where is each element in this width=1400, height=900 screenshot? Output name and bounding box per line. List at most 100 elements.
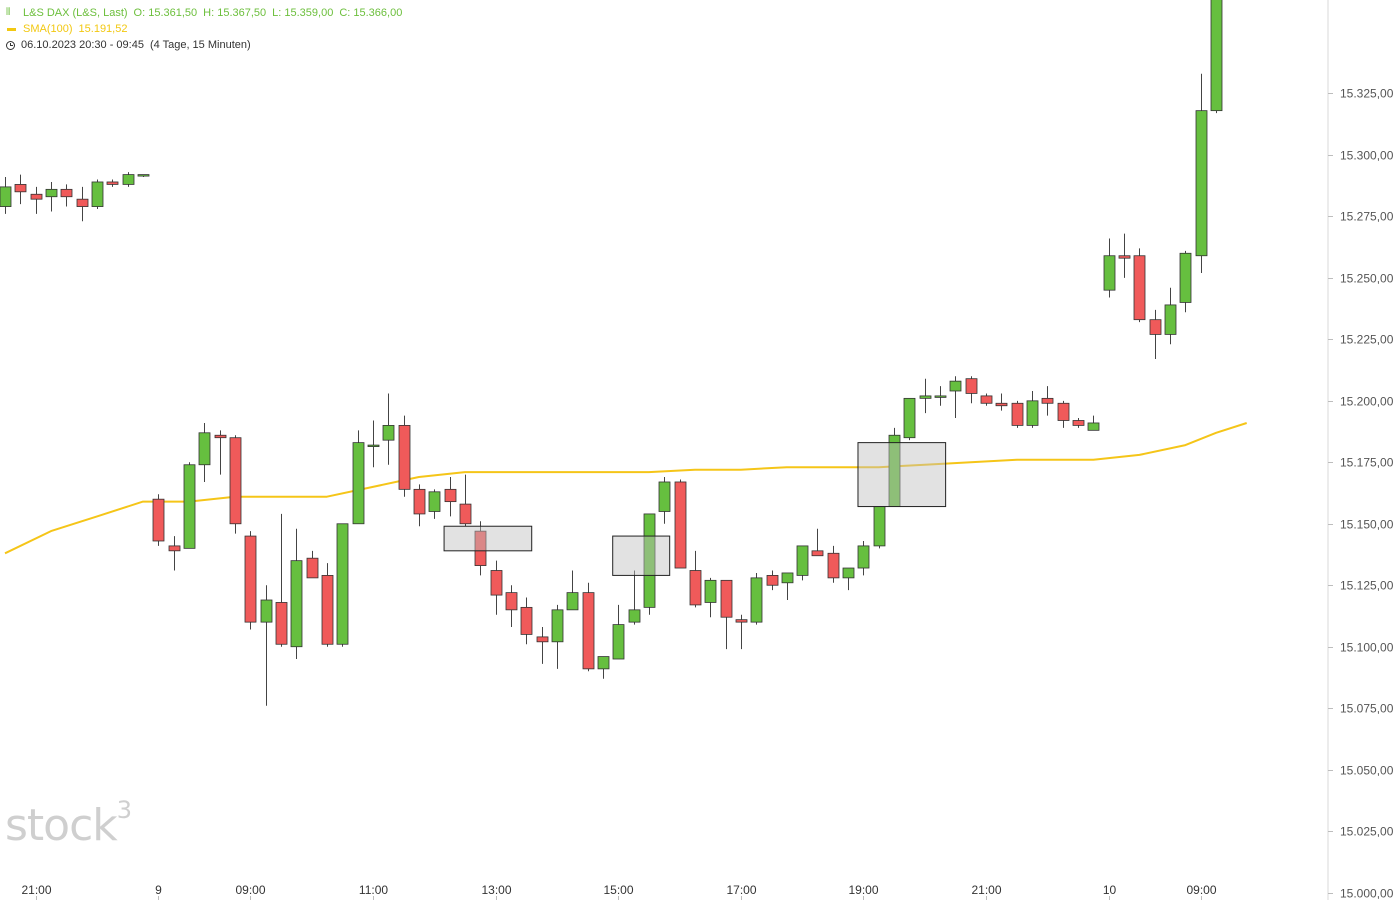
candle[interactable] bbox=[30, 186, 43, 214]
candle[interactable] bbox=[1133, 248, 1146, 323]
candle[interactable] bbox=[903, 397, 916, 441]
candle[interactable] bbox=[980, 393, 993, 406]
candle[interactable] bbox=[1210, 0, 1223, 114]
candle[interactable] bbox=[704, 577, 717, 618]
candle[interactable] bbox=[382, 393, 395, 465]
candle[interactable] bbox=[137, 174, 150, 178]
candle[interactable] bbox=[413, 484, 426, 527]
x-tick-label: 09:00 bbox=[1186, 883, 1216, 897]
candle[interactable] bbox=[367, 420, 380, 468]
candle-body-up bbox=[566, 592, 579, 611]
candle[interactable] bbox=[949, 376, 962, 419]
candle[interactable] bbox=[551, 604, 564, 669]
sma-legend-row[interactable]: SMA(100) 15.191,52 bbox=[6, 21, 402, 37]
candle[interactable] bbox=[1195, 73, 1208, 273]
candle[interactable] bbox=[91, 179, 104, 210]
y-tick-label: 15.300,00 bbox=[1340, 149, 1394, 163]
candle[interactable] bbox=[827, 545, 840, 583]
candle[interactable] bbox=[934, 386, 947, 406]
candle[interactable] bbox=[1118, 233, 1131, 278]
y-tick-label: 15.075,00 bbox=[1340, 702, 1394, 716]
candle[interactable] bbox=[76, 186, 89, 222]
candle[interactable] bbox=[168, 536, 181, 571]
candle[interactable] bbox=[582, 582, 595, 672]
candle[interactable] bbox=[597, 656, 610, 679]
candle[interactable] bbox=[628, 570, 641, 625]
candle[interactable] bbox=[1149, 309, 1162, 360]
candle[interactable] bbox=[720, 579, 733, 650]
candle[interactable] bbox=[566, 570, 579, 611]
x-axis[interactable]: 21:00 9 09:00 11:00 13:00 15:00 17:00 19:00 21:0… bbox=[21, 883, 1217, 900]
candle[interactable] bbox=[536, 627, 549, 664]
candle[interactable] bbox=[183, 462, 196, 549]
candle[interactable] bbox=[1057, 400, 1070, 428]
candle[interactable] bbox=[857, 540, 870, 576]
candle-body-up bbox=[612, 624, 625, 660]
candle[interactable] bbox=[398, 415, 411, 497]
candle[interactable] bbox=[796, 545, 809, 581]
candle[interactable] bbox=[45, 181, 58, 212]
candle[interactable] bbox=[474, 521, 487, 576]
candle-body-down bbox=[459, 503, 472, 525]
candle[interactable] bbox=[873, 506, 886, 549]
candle[interactable] bbox=[1026, 390, 1039, 428]
candle[interactable] bbox=[643, 513, 656, 615]
candle[interactable] bbox=[1179, 250, 1192, 313]
candle-body-down bbox=[14, 184, 27, 193]
candle[interactable] bbox=[122, 172, 135, 187]
candle[interactable] bbox=[766, 570, 779, 591]
candle[interactable] bbox=[275, 513, 288, 647]
drawing-rectangle[interactable] bbox=[612, 535, 671, 576]
candle[interactable] bbox=[306, 550, 319, 579]
drawing-rectangle[interactable] bbox=[857, 442, 947, 508]
candle[interactable] bbox=[781, 572, 794, 600]
candle[interactable] bbox=[0, 177, 12, 214]
candle[interactable] bbox=[152, 494, 165, 546]
candle[interactable] bbox=[336, 523, 349, 647]
candle[interactable] bbox=[1072, 418, 1085, 428]
candle[interactable] bbox=[214, 430, 227, 475]
candle[interactable] bbox=[995, 393, 1008, 411]
candle[interactable] bbox=[14, 174, 27, 205]
x-tick-label: 09:00 bbox=[235, 883, 265, 897]
candle[interactable] bbox=[1011, 400, 1024, 428]
candle[interactable] bbox=[1164, 287, 1177, 345]
candle[interactable] bbox=[689, 550, 702, 608]
candle-body-down bbox=[735, 619, 748, 623]
candle[interactable] bbox=[750, 572, 763, 625]
candle[interactable] bbox=[811, 528, 824, 557]
candle[interactable] bbox=[965, 376, 978, 404]
drawing-rectangle[interactable] bbox=[443, 525, 533, 552]
candle[interactable] bbox=[428, 489, 441, 519]
candle[interactable] bbox=[106, 179, 119, 187]
y-axis[interactable]: 15.325,00 15.300,00 15.275,00 15.250,00 15.2… bbox=[1327, 0, 1394, 900]
candle-body-down bbox=[214, 434, 227, 439]
candle[interactable] bbox=[1041, 386, 1054, 416]
candle[interactable] bbox=[520, 597, 533, 645]
ohlc-legend-row[interactable]: ⫴ L&S DAX (L&S, Last) O: 15.361,50 H: 15… bbox=[6, 5, 402, 21]
candle[interactable] bbox=[444, 477, 457, 517]
candle[interactable] bbox=[612, 604, 625, 660]
candle[interactable] bbox=[490, 560, 503, 615]
candle[interactable] bbox=[244, 531, 257, 630]
candle[interactable] bbox=[229, 435, 242, 534]
candle[interactable] bbox=[1087, 415, 1100, 431]
candle[interactable] bbox=[842, 567, 855, 591]
drawing-rectangles[interactable] bbox=[443, 442, 947, 576]
candle[interactable] bbox=[1103, 238, 1116, 298]
candle[interactable] bbox=[735, 614, 748, 650]
candle[interactable] bbox=[658, 477, 671, 524]
candle[interactable] bbox=[919, 378, 932, 414]
candle[interactable] bbox=[260, 585, 273, 706]
candle[interactable] bbox=[505, 585, 518, 628]
candle[interactable] bbox=[352, 430, 365, 525]
candle[interactable] bbox=[198, 422, 211, 482]
candle[interactable] bbox=[321, 563, 334, 647]
candle[interactable] bbox=[459, 474, 472, 527]
candle-body-down bbox=[490, 570, 503, 596]
candle[interactable] bbox=[674, 479, 687, 569]
candle[interactable] bbox=[60, 184, 73, 207]
candle[interactable] bbox=[290, 528, 303, 660]
x-tick-label: 11:00 bbox=[359, 883, 388, 897]
